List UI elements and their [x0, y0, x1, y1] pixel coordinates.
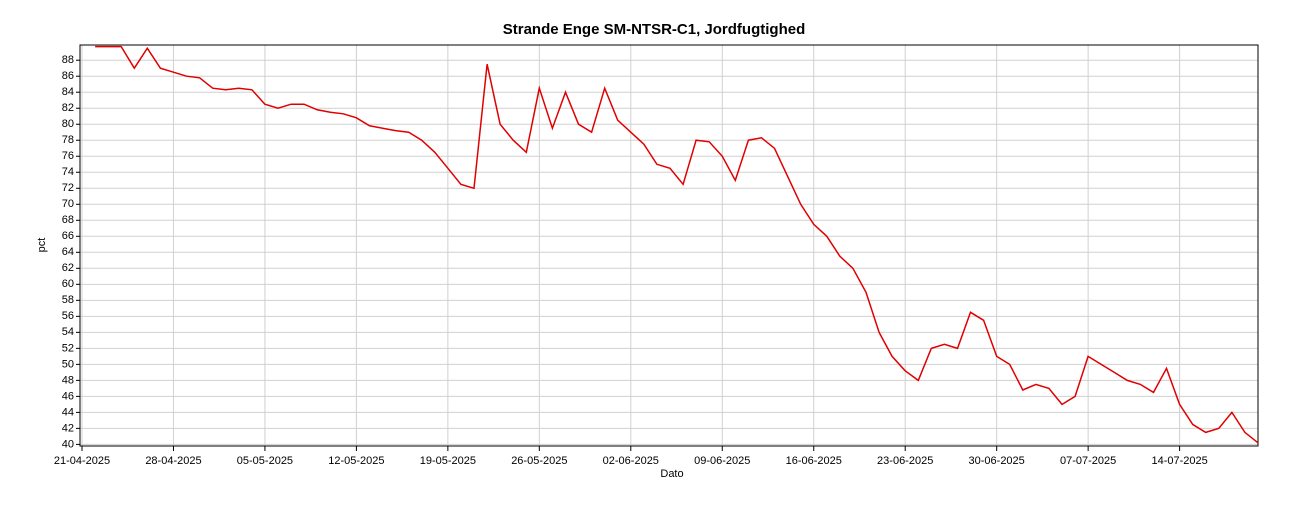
- y-tick-label: 54: [62, 326, 74, 338]
- x-tick-label: 19-05-2025: [420, 455, 476, 467]
- y-tick-label: 48: [62, 374, 74, 386]
- x-tick-label: 28-04-2025: [145, 455, 201, 467]
- data-line: [95, 45, 1259, 444]
- x-tick-label: 21-04-2025: [54, 455, 110, 467]
- chart-title: Strande Enge SM-NTSR-C1, Jordfugtighed: [503, 21, 806, 38]
- y-tick-label: 60: [62, 278, 74, 290]
- y-tick-label: 70: [62, 198, 74, 210]
- y-tick-label: 74: [62, 166, 74, 178]
- x-tick-label: 23-06-2025: [877, 455, 933, 467]
- x-tick-label: 07-07-2025: [1060, 455, 1116, 467]
- x-tick-label: 12-05-2025: [328, 455, 384, 467]
- y-tick-label: 66: [62, 230, 74, 242]
- y-tick-label: 44: [62, 406, 74, 418]
- y-tick-label: 52: [62, 342, 74, 354]
- x-tick-label: 09-06-2025: [694, 455, 750, 467]
- x-tick-label: 05-05-2025: [237, 455, 293, 467]
- y-tick-label: 56: [62, 310, 74, 322]
- x-tick-label: 30-06-2025: [969, 455, 1025, 467]
- y-axis-label: pct: [36, 238, 48, 253]
- x-tick-label: 26-05-2025: [511, 455, 567, 467]
- y-tick-label: 68: [62, 214, 74, 226]
- y-tick-label: 84: [62, 86, 74, 98]
- x-tick-label: 16-06-2025: [786, 455, 842, 467]
- y-tick-label: 82: [62, 102, 74, 114]
- y-tick-label: 76: [62, 150, 74, 162]
- x-axis-label: Dato: [660, 468, 683, 480]
- y-tick-label: 62: [62, 262, 74, 274]
- y-tick-label: 50: [62, 358, 74, 370]
- y-tick-label: 80: [62, 118, 74, 130]
- y-tick-label: 72: [62, 182, 74, 194]
- y-tick-label: 78: [62, 134, 74, 146]
- y-tick-label: 88: [62, 54, 74, 66]
- y-tick-label: 42: [62, 422, 74, 434]
- y-tick-label: 40: [62, 438, 74, 450]
- plot-frame: [79, 44, 1259, 447]
- y-tick-label: 86: [62, 70, 74, 82]
- x-tick-label: 02-06-2025: [603, 455, 659, 467]
- y-tick-label: 58: [62, 294, 74, 306]
- x-tick-label: 14-07-2025: [1151, 455, 1207, 467]
- y-tick-label: 64: [62, 246, 74, 258]
- y-tick-label: 46: [62, 390, 74, 402]
